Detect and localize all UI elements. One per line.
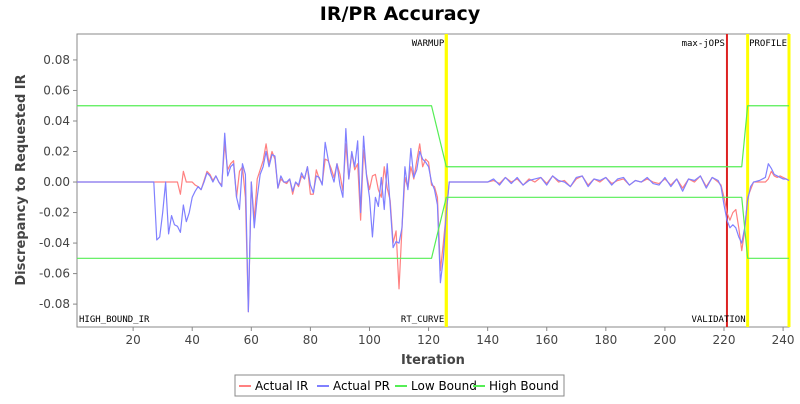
x-axis-ticks: 20 40 60 80 100 120 140 160 180 200 220 240 bbox=[125, 327, 795, 347]
marker-label-rt-curve: RT_CURVE bbox=[401, 315, 444, 325]
x-tick-label: 60 bbox=[244, 333, 259, 347]
x-tick-label: 160 bbox=[535, 333, 558, 347]
y-tick-label: 0.06 bbox=[43, 83, 70, 97]
legend-item-actual-ir: Actual IR bbox=[239, 379, 308, 393]
marker-label-high-bound-ir: HIGH_BOUND_IR bbox=[79, 315, 150, 325]
series-lines bbox=[77, 105, 790, 313]
legend-label: High Bound bbox=[489, 379, 559, 393]
x-tick-label: 80 bbox=[303, 333, 318, 347]
marker-label-profile: PROFILE bbox=[749, 39, 787, 49]
x-tick-label: 40 bbox=[185, 333, 200, 347]
legend-label: Actual IR bbox=[255, 379, 308, 393]
y-tick-label: 0.00 bbox=[43, 175, 70, 189]
marker-label-warmup: WARMUP bbox=[412, 39, 445, 49]
legend-item-low-bound: Low Bound bbox=[395, 379, 477, 393]
x-tick-label: 200 bbox=[653, 333, 676, 347]
series-line-actual-pr bbox=[77, 128, 790, 313]
marker-label-max-jops: max-jOPS bbox=[682, 39, 725, 49]
series-line-low-bound bbox=[77, 196, 789, 259]
legend-label: Low Bound bbox=[411, 379, 477, 393]
phase-marker-labels: HIGH_BOUND_IR WARMUP RT_CURVE max-jOPS VALID… bbox=[79, 39, 787, 325]
legend-label: Actual PR bbox=[333, 379, 390, 393]
x-tick-label: 220 bbox=[713, 333, 736, 347]
y-axis-label: Discrepancy to Requested IR bbox=[14, 74, 29, 285]
y-tick-label: 0.08 bbox=[43, 53, 70, 67]
x-axis-label: Iteration bbox=[401, 353, 465, 368]
plot-area bbox=[76, 33, 790, 328]
y-axis-ticks: -0.08 -0.06 -0.04 -0.02 0.00 0.02 0.04 0.06 0.08 bbox=[39, 53, 77, 311]
x-tick-label: 180 bbox=[594, 333, 617, 347]
y-tick-label: 0.04 bbox=[43, 114, 70, 128]
marker-label-validation: VALIDATION bbox=[691, 315, 745, 325]
y-tick-label: -0.04 bbox=[39, 236, 70, 250]
y-tick-label: -0.08 bbox=[39, 297, 70, 311]
y-tick-label: -0.02 bbox=[39, 206, 70, 220]
series-line-high-bound bbox=[77, 105, 789, 168]
x-tick-label: 100 bbox=[358, 333, 381, 347]
x-tick-label: 240 bbox=[772, 333, 795, 347]
chart-title: IR/PR Accuracy bbox=[320, 3, 481, 25]
x-tick-label: 120 bbox=[417, 333, 440, 347]
chart-legend: Actual IR Actual PR Low Bound High Bound bbox=[234, 374, 565, 397]
legend-item-high-bound: High Bound bbox=[473, 379, 559, 393]
y-tick-label: -0.06 bbox=[39, 267, 70, 281]
x-tick-label: 20 bbox=[125, 333, 140, 347]
legend-item-actual-pr: Actual PR bbox=[317, 379, 390, 393]
x-tick-label: 140 bbox=[476, 333, 499, 347]
y-tick-label: 0.02 bbox=[43, 145, 70, 159]
